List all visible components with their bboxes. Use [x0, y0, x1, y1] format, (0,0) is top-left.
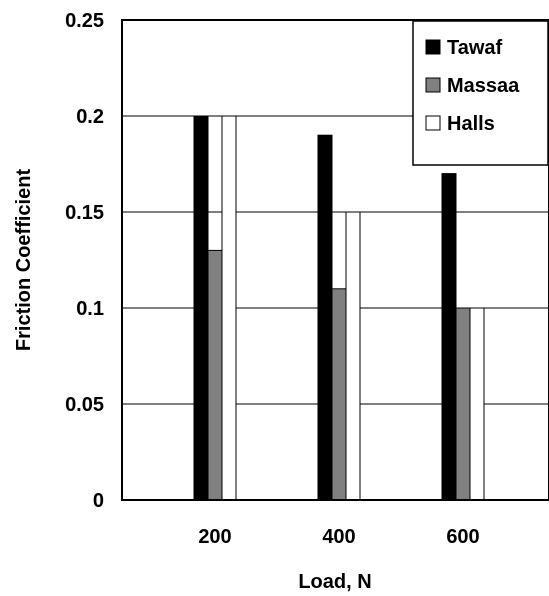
legend-label-tawaf: Tawaf: [447, 37, 503, 59]
legend-swatch-tawaf: [425, 39, 441, 55]
y-tick-label: 0.25: [65, 10, 104, 32]
x-tick-labels: 200 400 600: [198, 526, 479, 548]
bar-halls-400: [345, 211, 361, 501]
bar-massaa-400: [331, 288, 347, 501]
bar-halls-200: [221, 115, 237, 501]
y-tick-label: 0.05: [65, 394, 104, 416]
legend-label-halls: Halls: [447, 113, 495, 135]
y-tick-label: 0.2: [76, 106, 104, 128]
x-axis-title: Load, N: [298, 571, 371, 593]
bar-halls-600: [469, 307, 485, 501]
y-tick-labels: 0 0.05 0.1 0.15 0.2 0.25: [65, 10, 104, 512]
y-axis-title: Friction Coefficient: [13, 169, 35, 352]
x-tick-label: 200: [198, 526, 231, 548]
x-tick-label: 600: [446, 526, 479, 548]
bar-tawaf-600: [441, 173, 457, 501]
legend: Tawaf Massaa Halls: [412, 20, 549, 166]
plot-area: [121, 19, 549, 501]
x-tick-label: 400: [322, 526, 355, 548]
legend-swatch-halls: [425, 115, 441, 131]
bar-tawaf-200: [193, 115, 209, 501]
bar-massaa-200: [207, 249, 223, 501]
legend-label-massaa: Massaa: [447, 75, 520, 97]
y-tick-label: 0.1: [76, 298, 104, 320]
y-tick-label: 0.15: [65, 202, 104, 224]
bar-tawaf-400: [317, 134, 333, 501]
bar-massaa-600: [455, 307, 471, 501]
legend-swatch-massaa: [425, 77, 441, 93]
y-tick-label: 0: [93, 490, 104, 512]
bars: [193, 115, 485, 501]
